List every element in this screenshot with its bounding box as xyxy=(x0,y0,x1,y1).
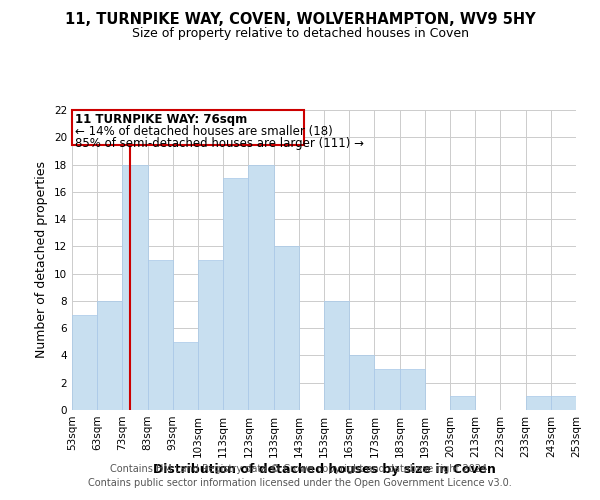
Bar xyxy=(349,356,374,410)
Bar xyxy=(324,301,349,410)
Text: 11, TURNPIKE WAY, COVEN, WOLVERHAMPTON, WV9 5HY: 11, TURNPIKE WAY, COVEN, WOLVERHAMPTON, … xyxy=(65,12,535,28)
Bar xyxy=(72,314,97,410)
Y-axis label: Number of detached properties: Number of detached properties xyxy=(35,162,49,358)
Text: 11 TURNPIKE WAY: 76sqm: 11 TURNPIKE WAY: 76sqm xyxy=(74,114,247,126)
Bar xyxy=(148,260,173,410)
Bar xyxy=(72,110,304,146)
Bar xyxy=(223,178,248,410)
Bar xyxy=(450,396,475,410)
Bar xyxy=(374,369,400,410)
Bar xyxy=(198,260,223,410)
Text: 85% of semi-detached houses are larger (111) →: 85% of semi-detached houses are larger (… xyxy=(74,136,364,149)
Bar xyxy=(173,342,198,410)
Bar xyxy=(274,246,299,410)
Text: ← 14% of detached houses are smaller (18): ← 14% of detached houses are smaller (18… xyxy=(74,125,332,138)
Bar xyxy=(122,164,148,410)
Bar xyxy=(526,396,551,410)
X-axis label: Distribution of detached houses by size in Coven: Distribution of detached houses by size … xyxy=(152,462,496,475)
Bar xyxy=(97,301,122,410)
Text: Contains HM Land Registry data © Crown copyright and database right 2024.
Contai: Contains HM Land Registry data © Crown c… xyxy=(88,464,512,487)
Bar xyxy=(400,369,425,410)
Text: Size of property relative to detached houses in Coven: Size of property relative to detached ho… xyxy=(131,28,469,40)
Bar xyxy=(248,164,274,410)
Bar xyxy=(551,396,576,410)
